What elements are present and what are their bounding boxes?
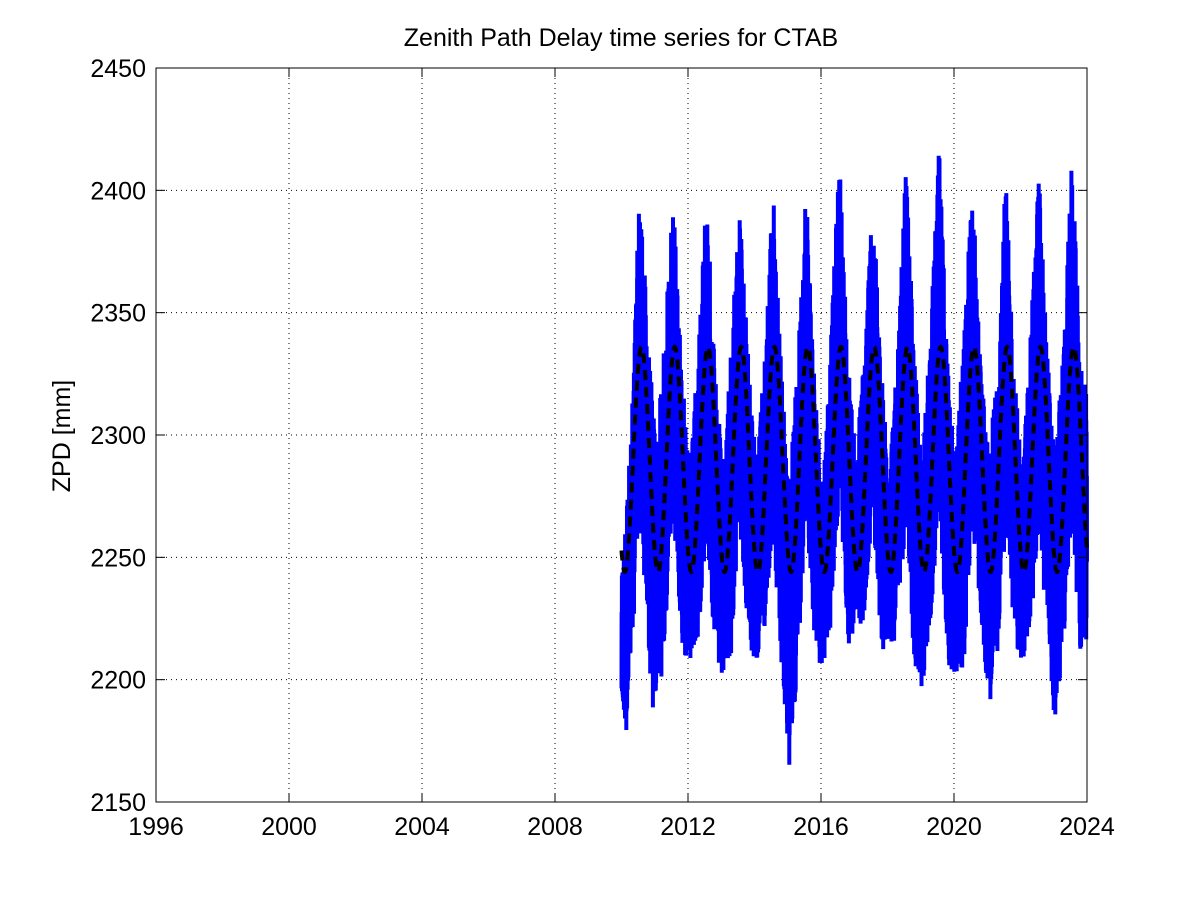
- y-tick-label: 2350: [90, 300, 146, 328]
- y-tick-label: 2400: [90, 177, 146, 205]
- x-tick-label: 2020: [926, 813, 982, 841]
- x-tick-label: 1996: [128, 813, 184, 841]
- x-tick-label: 2000: [261, 813, 317, 841]
- x-tick-label: 2012: [660, 813, 716, 841]
- y-tick-label: 2300: [90, 422, 146, 450]
- series-group: [619, 155, 1089, 765]
- y-axis-label: ZPD [mm]: [48, 380, 76, 493]
- chart-title: Zenith Path Delay time series for CTAB: [404, 24, 838, 52]
- y-tick-label: 2200: [90, 667, 146, 695]
- x-tick-label: 2008: [527, 813, 583, 841]
- ticks: 1996 2000 2004 2008 2012 2016 2020 2024 2150 2200…: [90, 55, 1115, 841]
- x-tick-label: 2016: [793, 813, 849, 841]
- x-tick-label: 2004: [394, 813, 450, 841]
- zpd-seasonal-model-line: [619, 344, 1089, 575]
- y-tick-label: 2250: [90, 544, 146, 572]
- y-tick-label: 2450: [90, 55, 146, 83]
- x-tick-label: 2024: [1059, 813, 1115, 841]
- y-tick-label: 2150: [90, 789, 146, 817]
